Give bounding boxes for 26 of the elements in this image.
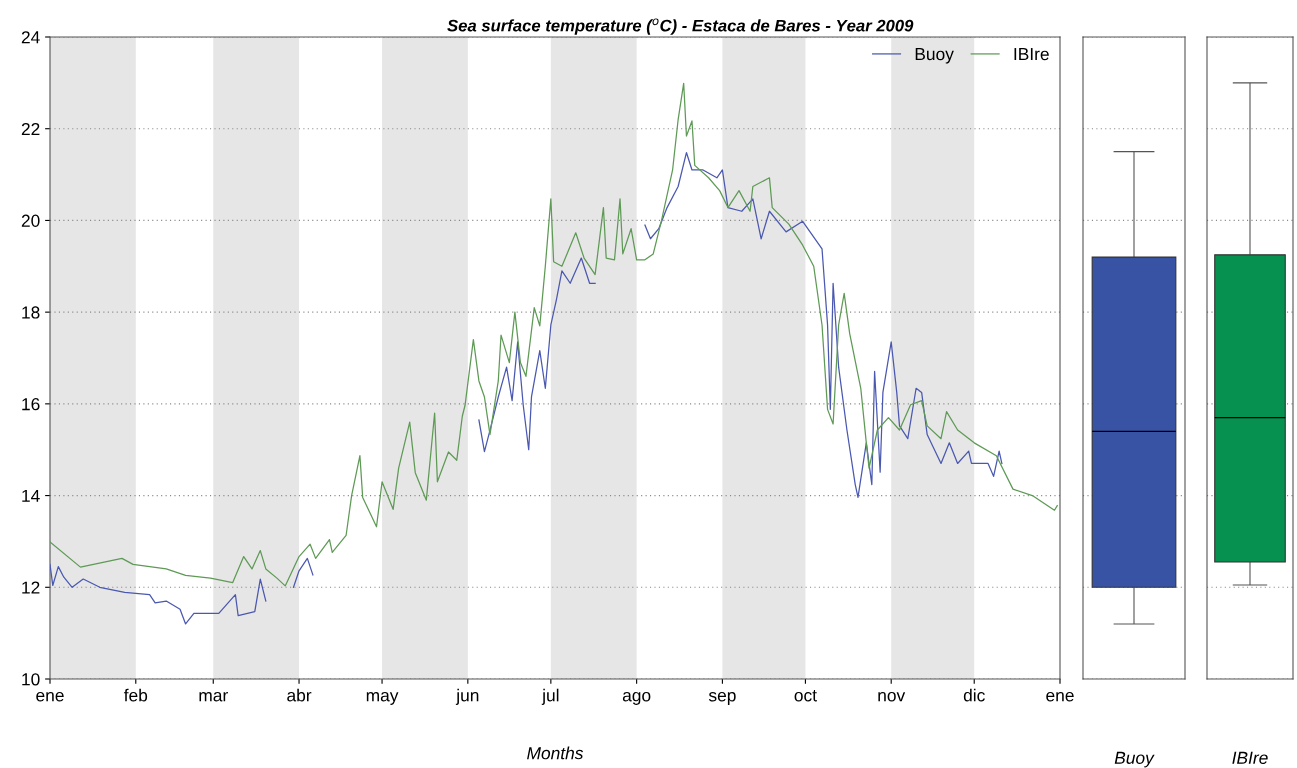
y-tick-label: 16 <box>22 398 40 411</box>
y-tick-label: 10 <box>22 673 40 686</box>
y-tick-label: 24 <box>21 31 40 44</box>
x-tick-label: mar <box>199 691 228 702</box>
x-tick-label: nov <box>878 691 906 702</box>
chart-title: Sea surface temperature ($^{o}$C) - Estaca de Bares - Year 2009 <box>447 18 914 35</box>
y-tick-label: 22 <box>21 122 40 135</box>
y-tick-label: 18 <box>22 306 40 319</box>
x-tick-label: dic <box>963 688 985 702</box>
x-tick-label: ago <box>622 691 651 705</box>
y-tick-label: 20 <box>21 214 40 227</box>
x-tick-label: abr <box>287 688 312 702</box>
x-tick-label: oct <box>794 690 817 702</box>
x-tick-label: feb <box>123 688 148 702</box>
x-tick-label: ene <box>36 691 64 702</box>
x-tick-label: jun <box>455 688 479 705</box>
legend-label: IBIre <box>1014 48 1049 61</box>
y-tick-label: 12 <box>22 581 40 594</box>
y-tick-label: 14 <box>22 489 40 502</box>
x-tick-label: sep <box>708 691 736 705</box>
legend-label: Buoy <box>915 48 954 64</box>
x-tick-label: jul <box>541 688 559 705</box>
x-tick-label: may <box>366 691 399 705</box>
line-series <box>50 82 1058 587</box>
x-tick-label: ene <box>1046 691 1074 702</box>
x-axis-title: Months <box>527 746 584 760</box>
